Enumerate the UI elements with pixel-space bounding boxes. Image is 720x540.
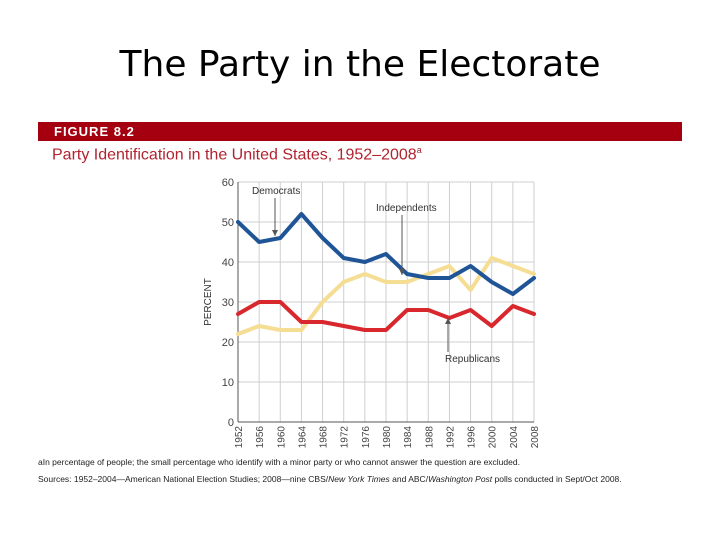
annotation-democrats: Democrats bbox=[252, 186, 300, 197]
y-tick-label: 30 bbox=[222, 297, 234, 309]
x-tick-label: 1952 bbox=[234, 426, 245, 449]
x-tick-label: 1956 bbox=[255, 426, 266, 449]
sources-publication-2: Washington Post bbox=[428, 474, 493, 484]
figure-sources: Sources: 1952–2004—American National Ele… bbox=[38, 474, 622, 484]
x-tick-label: 1960 bbox=[276, 426, 287, 449]
slide-title: The Party in the Electorate bbox=[119, 44, 601, 85]
series-line-independents bbox=[236, 256, 536, 336]
y-axis-label: PERCENT bbox=[203, 278, 214, 326]
x-tick-label: 1964 bbox=[297, 426, 308, 449]
annotation-arrowhead-republicans bbox=[445, 318, 451, 324]
x-tick-label: 1992 bbox=[445, 426, 456, 449]
x-tick-label: 1996 bbox=[467, 426, 478, 449]
series-line-republicans bbox=[236, 300, 536, 332]
x-tick-label: 2004 bbox=[509, 426, 520, 449]
sources-prefix: Sources: 1952–2004—American National Ele… bbox=[38, 474, 329, 484]
chart-grid bbox=[238, 181, 535, 422]
annotation-arrowhead-democrats bbox=[272, 230, 278, 236]
figure-caption-marker: a bbox=[416, 145, 422, 155]
x-tick-label: 1984 bbox=[403, 426, 414, 449]
annotation-independents: Independents bbox=[376, 203, 437, 214]
figure-footnote: aIn percentage of people; the small perc… bbox=[38, 457, 520, 467]
annotation-republicans: Republicans bbox=[445, 354, 500, 365]
y-tick-label: 0 bbox=[228, 417, 234, 429]
sources-suffix: polls conducted in Sept/Oct 2008. bbox=[492, 474, 622, 484]
series-line-democrats bbox=[236, 212, 536, 296]
chart-annotations: Democrats Independents Republicans bbox=[252, 186, 500, 365]
x-tick-label: 2000 bbox=[488, 426, 499, 449]
y-tick-label: 20 bbox=[222, 337, 234, 349]
y-tick-label: 10 bbox=[222, 377, 234, 389]
figure-caption: Party Identification in the United State… bbox=[52, 145, 422, 164]
x-tick-label: 1968 bbox=[319, 426, 330, 449]
chart-axes: 0 10 20 30 40 50 60 1952 1956 1960 1964 1968 1972 197… bbox=[203, 177, 541, 448]
x-tick-label: 1976 bbox=[361, 426, 372, 449]
y-tick-label: 40 bbox=[222, 257, 234, 269]
sources-publication-1: New York Times bbox=[328, 474, 390, 484]
chart-series bbox=[236, 212, 536, 336]
sources-mid: and ABC/ bbox=[389, 474, 429, 484]
figure-label-banner: FIGURE 8.2 bbox=[38, 122, 682, 141]
x-tick-label: 1972 bbox=[340, 426, 351, 449]
x-tick-label: 1980 bbox=[382, 426, 393, 449]
y-tick-label: 60 bbox=[222, 177, 234, 189]
y-tick-label: 50 bbox=[222, 217, 234, 229]
figure-caption-text: Party Identification in the United State… bbox=[52, 146, 417, 164]
x-tick-label: 1988 bbox=[424, 426, 435, 449]
x-tick-label: 2008 bbox=[530, 426, 541, 449]
annotation-arrowhead-independents bbox=[399, 269, 405, 275]
